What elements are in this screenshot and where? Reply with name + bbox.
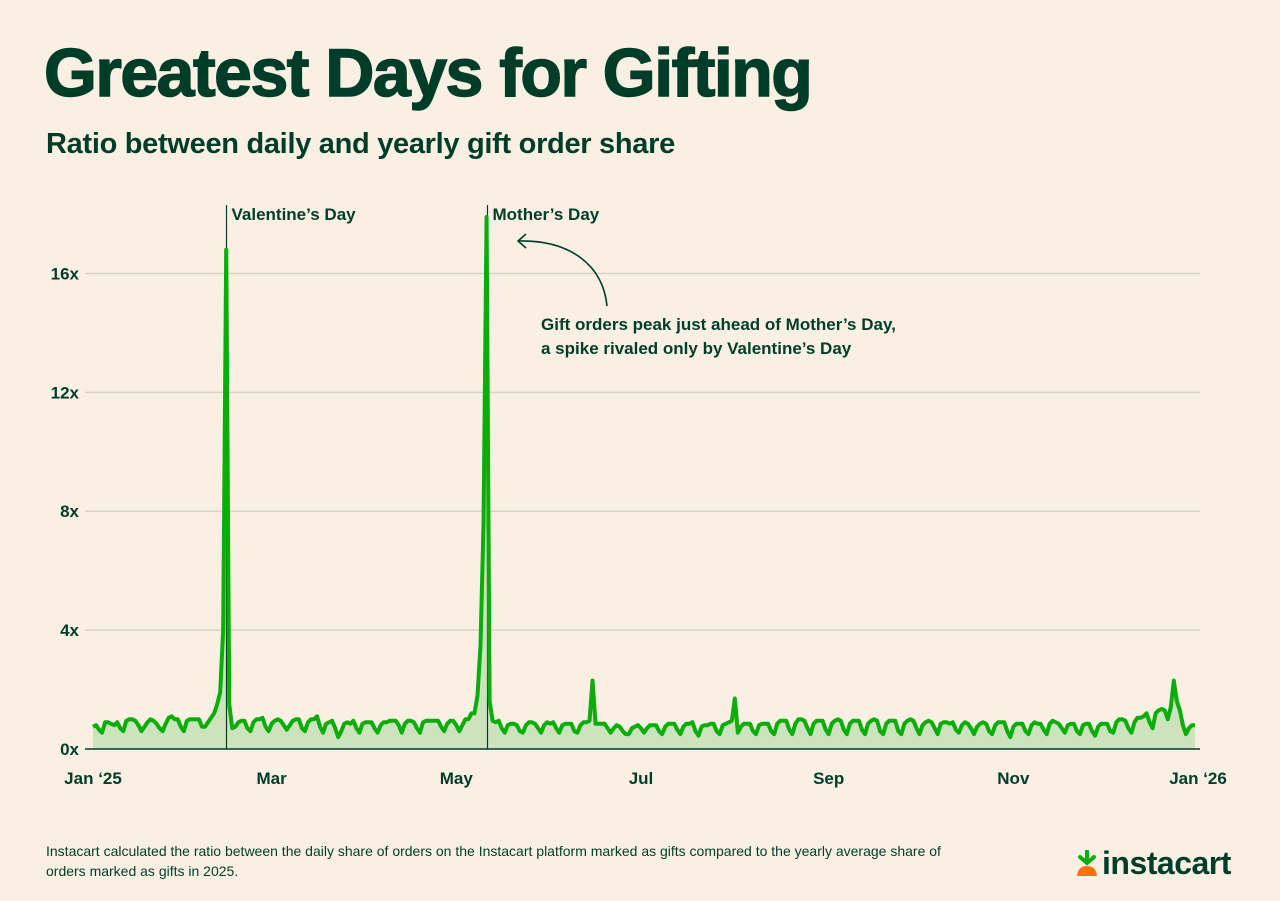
event-markers: Valentine’s Day Mother’s Day — [225, 205, 600, 749]
carrot-icon — [1077, 849, 1097, 876]
chart-subtitle: Ratio between daily and yearly gift orde… — [46, 128, 675, 160]
instacart-logo: instacart — [1076, 845, 1231, 882]
y-axis-ticks: 0x 4x 8x 12x 16x — [51, 264, 80, 759]
chart-title: Greatest Days for Gifting — [43, 34, 813, 112]
brand-name: instacart — [1102, 845, 1231, 881]
event-label: Mother’s Day — [493, 205, 600, 224]
y-tick-label: 4x — [60, 621, 79, 640]
annotation: Gift orders peak just ahead of Mother’s … — [516, 233, 896, 358]
annotation-arrow — [518, 240, 608, 307]
y-tick-label: 8x — [60, 502, 79, 521]
x-tick-label: May — [440, 769, 474, 788]
series-line — [92, 215, 1195, 740]
annotation-line-2: a spike rivaled only by Valentine’s Day — [541, 339, 852, 358]
series-area-fill — [93, 217, 1195, 749]
x-tick-label: Jan ‘25 — [64, 769, 122, 788]
y-tick-label: 12x — [51, 383, 80, 402]
arrowhead-icon — [516, 233, 527, 249]
x-tick-label: Jul — [629, 769, 654, 788]
x-tick-label: Sep — [813, 769, 844, 788]
x-tick-label: Mar — [257, 769, 288, 788]
x-axis-ticks: Jan ‘25 Mar May Jul Sep Nov Jan ‘26 — [64, 769, 1227, 788]
y-tick-label: 16x — [51, 264, 80, 283]
x-tick-label: Jan ‘26 — [1169, 769, 1227, 788]
y-tick-label: 0x — [60, 740, 79, 759]
footnote: Instacart calculated the ratio between t… — [46, 843, 941, 879]
gridlines — [85, 272, 1200, 631]
event-label: Valentine’s Day — [232, 205, 357, 224]
annotation-line-1: Gift orders peak just ahead of Mother’s … — [541, 315, 896, 334]
x-tick-label: Nov — [997, 769, 1030, 788]
